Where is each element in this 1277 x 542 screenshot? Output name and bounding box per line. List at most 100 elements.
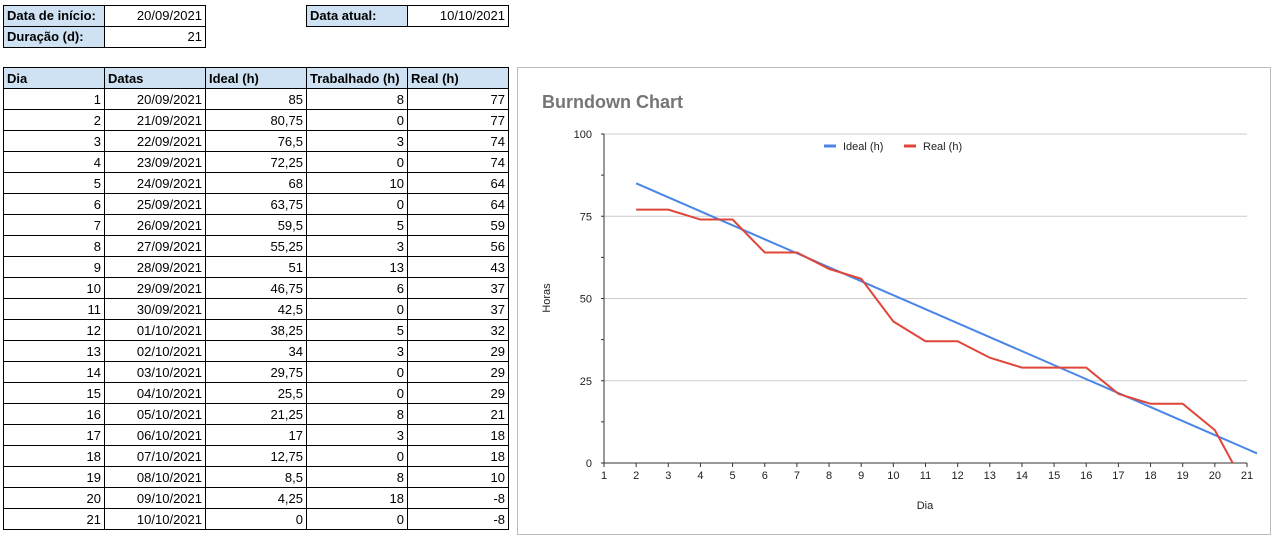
table-cell[interactable]: 20 [3,487,105,509]
table-cell[interactable]: 3 [306,340,408,362]
table-cell[interactable]: 76,5 [205,130,307,152]
table-cell[interactable]: 30/09/2021 [104,298,206,320]
legend-label[interactable]: Ideal (h) [843,141,883,153]
table-cell[interactable]: 42,5 [205,298,307,320]
table-cell[interactable]: 28/09/2021 [104,256,206,278]
table-cell[interactable]: 5 [3,172,105,194]
table-cell[interactable]: 08/10/2021 [104,466,206,488]
table-cell[interactable]: 25,5 [205,382,307,404]
series-line-ideal[interactable] [635,182,1270,463]
table-cell[interactable]: 17 [3,424,105,446]
table-cell[interactable]: 0 [306,445,408,467]
table-cell[interactable]: 6 [306,277,408,299]
table-cell[interactable]: 34 [205,340,307,362]
table-cell[interactable]: 10 [306,172,408,194]
table-cell[interactable]: 55,25 [205,235,307,257]
current-date-label[interactable]: Data atual: [306,5,408,27]
table-cell[interactable]: -8 [407,508,509,530]
table-cell[interactable]: 0 [306,361,408,383]
table-cell[interactable]: 10 [407,466,509,488]
start-date-label[interactable]: Data de início: [3,5,105,27]
start-date-value[interactable]: 20/09/2021 [104,5,206,27]
table-cell[interactable]: 19 [3,466,105,488]
table-cell[interactable]: 3 [3,130,105,152]
table-cell[interactable]: 29 [407,361,509,383]
duration-label[interactable]: Duração (d): [3,26,105,48]
table-cell[interactable]: 10/10/2021 [104,508,206,530]
table-cell[interactable]: 21/09/2021 [104,109,206,131]
table-cell[interactable]: 8,5 [205,466,307,488]
table-cell[interactable]: 56 [407,235,509,257]
table-cell[interactable]: 63,75 [205,193,307,215]
table-cell[interactable]: 18 [306,487,408,509]
column-header[interactable]: Ideal (h) [205,67,307,89]
table-cell[interactable]: 09/10/2021 [104,487,206,509]
table-cell[interactable]: 37 [407,298,509,320]
table-cell[interactable]: 32 [407,319,509,341]
column-header[interactable]: Trabalhado (h) [306,67,408,89]
table-cell[interactable]: 0 [205,508,307,530]
table-cell[interactable]: 05/10/2021 [104,403,206,425]
table-cell[interactable]: 8 [306,403,408,425]
table-cell[interactable]: 0 [306,193,408,215]
table-cell[interactable]: 01/10/2021 [104,319,206,341]
table-cell[interactable]: 0 [306,382,408,404]
table-cell[interactable]: 14 [3,361,105,383]
table-cell[interactable]: 5 [306,319,408,341]
table-cell[interactable]: 6 [3,193,105,215]
table-cell[interactable]: 02/10/2021 [104,340,206,362]
table-cell[interactable]: 0 [306,151,408,173]
table-cell[interactable]: 10 [3,277,105,299]
table-cell[interactable]: 2 [3,109,105,131]
table-cell[interactable]: 15 [3,382,105,404]
table-cell[interactable]: 21,25 [205,403,307,425]
table-cell[interactable]: 43 [407,256,509,278]
table-cell[interactable]: 74 [407,130,509,152]
table-cell[interactable]: 29/09/2021 [104,277,206,299]
table-cell[interactable]: 74 [407,151,509,173]
table-cell[interactable]: 68 [205,172,307,194]
table-cell[interactable]: 24/09/2021 [104,172,206,194]
table-cell[interactable]: 20/09/2021 [104,88,206,110]
column-header[interactable]: Datas [104,67,206,89]
table-cell[interactable]: 18 [407,424,509,446]
table-cell[interactable]: -8 [407,487,509,509]
table-cell[interactable]: 64 [407,172,509,194]
table-cell[interactable]: 12,75 [205,445,307,467]
table-cell[interactable]: 8 [3,235,105,257]
legend-label[interactable]: Real (h) [923,141,962,153]
table-cell[interactable]: 21 [3,508,105,530]
table-cell[interactable]: 17 [205,424,307,446]
table-cell[interactable]: 4,25 [205,487,307,509]
table-cell[interactable]: 29 [407,340,509,362]
table-cell[interactable]: 04/10/2021 [104,382,206,404]
table-cell[interactable]: 13 [306,256,408,278]
table-cell[interactable]: 23/09/2021 [104,151,206,173]
column-header[interactable]: Real (h) [407,67,509,89]
table-cell[interactable]: 26/09/2021 [104,214,206,236]
table-cell[interactable]: 13 [3,340,105,362]
table-cell[interactable]: 38,25 [205,319,307,341]
table-cell[interactable]: 29,75 [205,361,307,383]
table-cell[interactable]: 37 [407,277,509,299]
table-cell[interactable]: 11 [3,298,105,320]
table-cell[interactable]: 59 [407,214,509,236]
table-cell[interactable]: 06/10/2021 [104,424,206,446]
table-cell[interactable]: 7 [3,214,105,236]
table-cell[interactable]: 22/09/2021 [104,130,206,152]
current-date-value[interactable]: 10/10/2021 [407,5,509,27]
table-cell[interactable]: 64 [407,193,509,215]
table-cell[interactable]: 03/10/2021 [104,361,206,383]
duration-value[interactable]: 21 [104,26,206,48]
table-cell[interactable]: 1 [3,88,105,110]
table-cell[interactable]: 3 [306,424,408,446]
table-cell[interactable]: 46,75 [205,277,307,299]
table-cell[interactable]: 77 [407,109,509,131]
table-cell[interactable]: 16 [3,403,105,425]
table-cell[interactable]: 18 [3,445,105,467]
series-line-real[interactable] [636,208,1270,490]
table-cell[interactable]: 9 [3,256,105,278]
table-cell[interactable]: 07/10/2021 [104,445,206,467]
table-cell[interactable]: 85 [205,88,307,110]
table-cell[interactable]: 21 [407,403,509,425]
